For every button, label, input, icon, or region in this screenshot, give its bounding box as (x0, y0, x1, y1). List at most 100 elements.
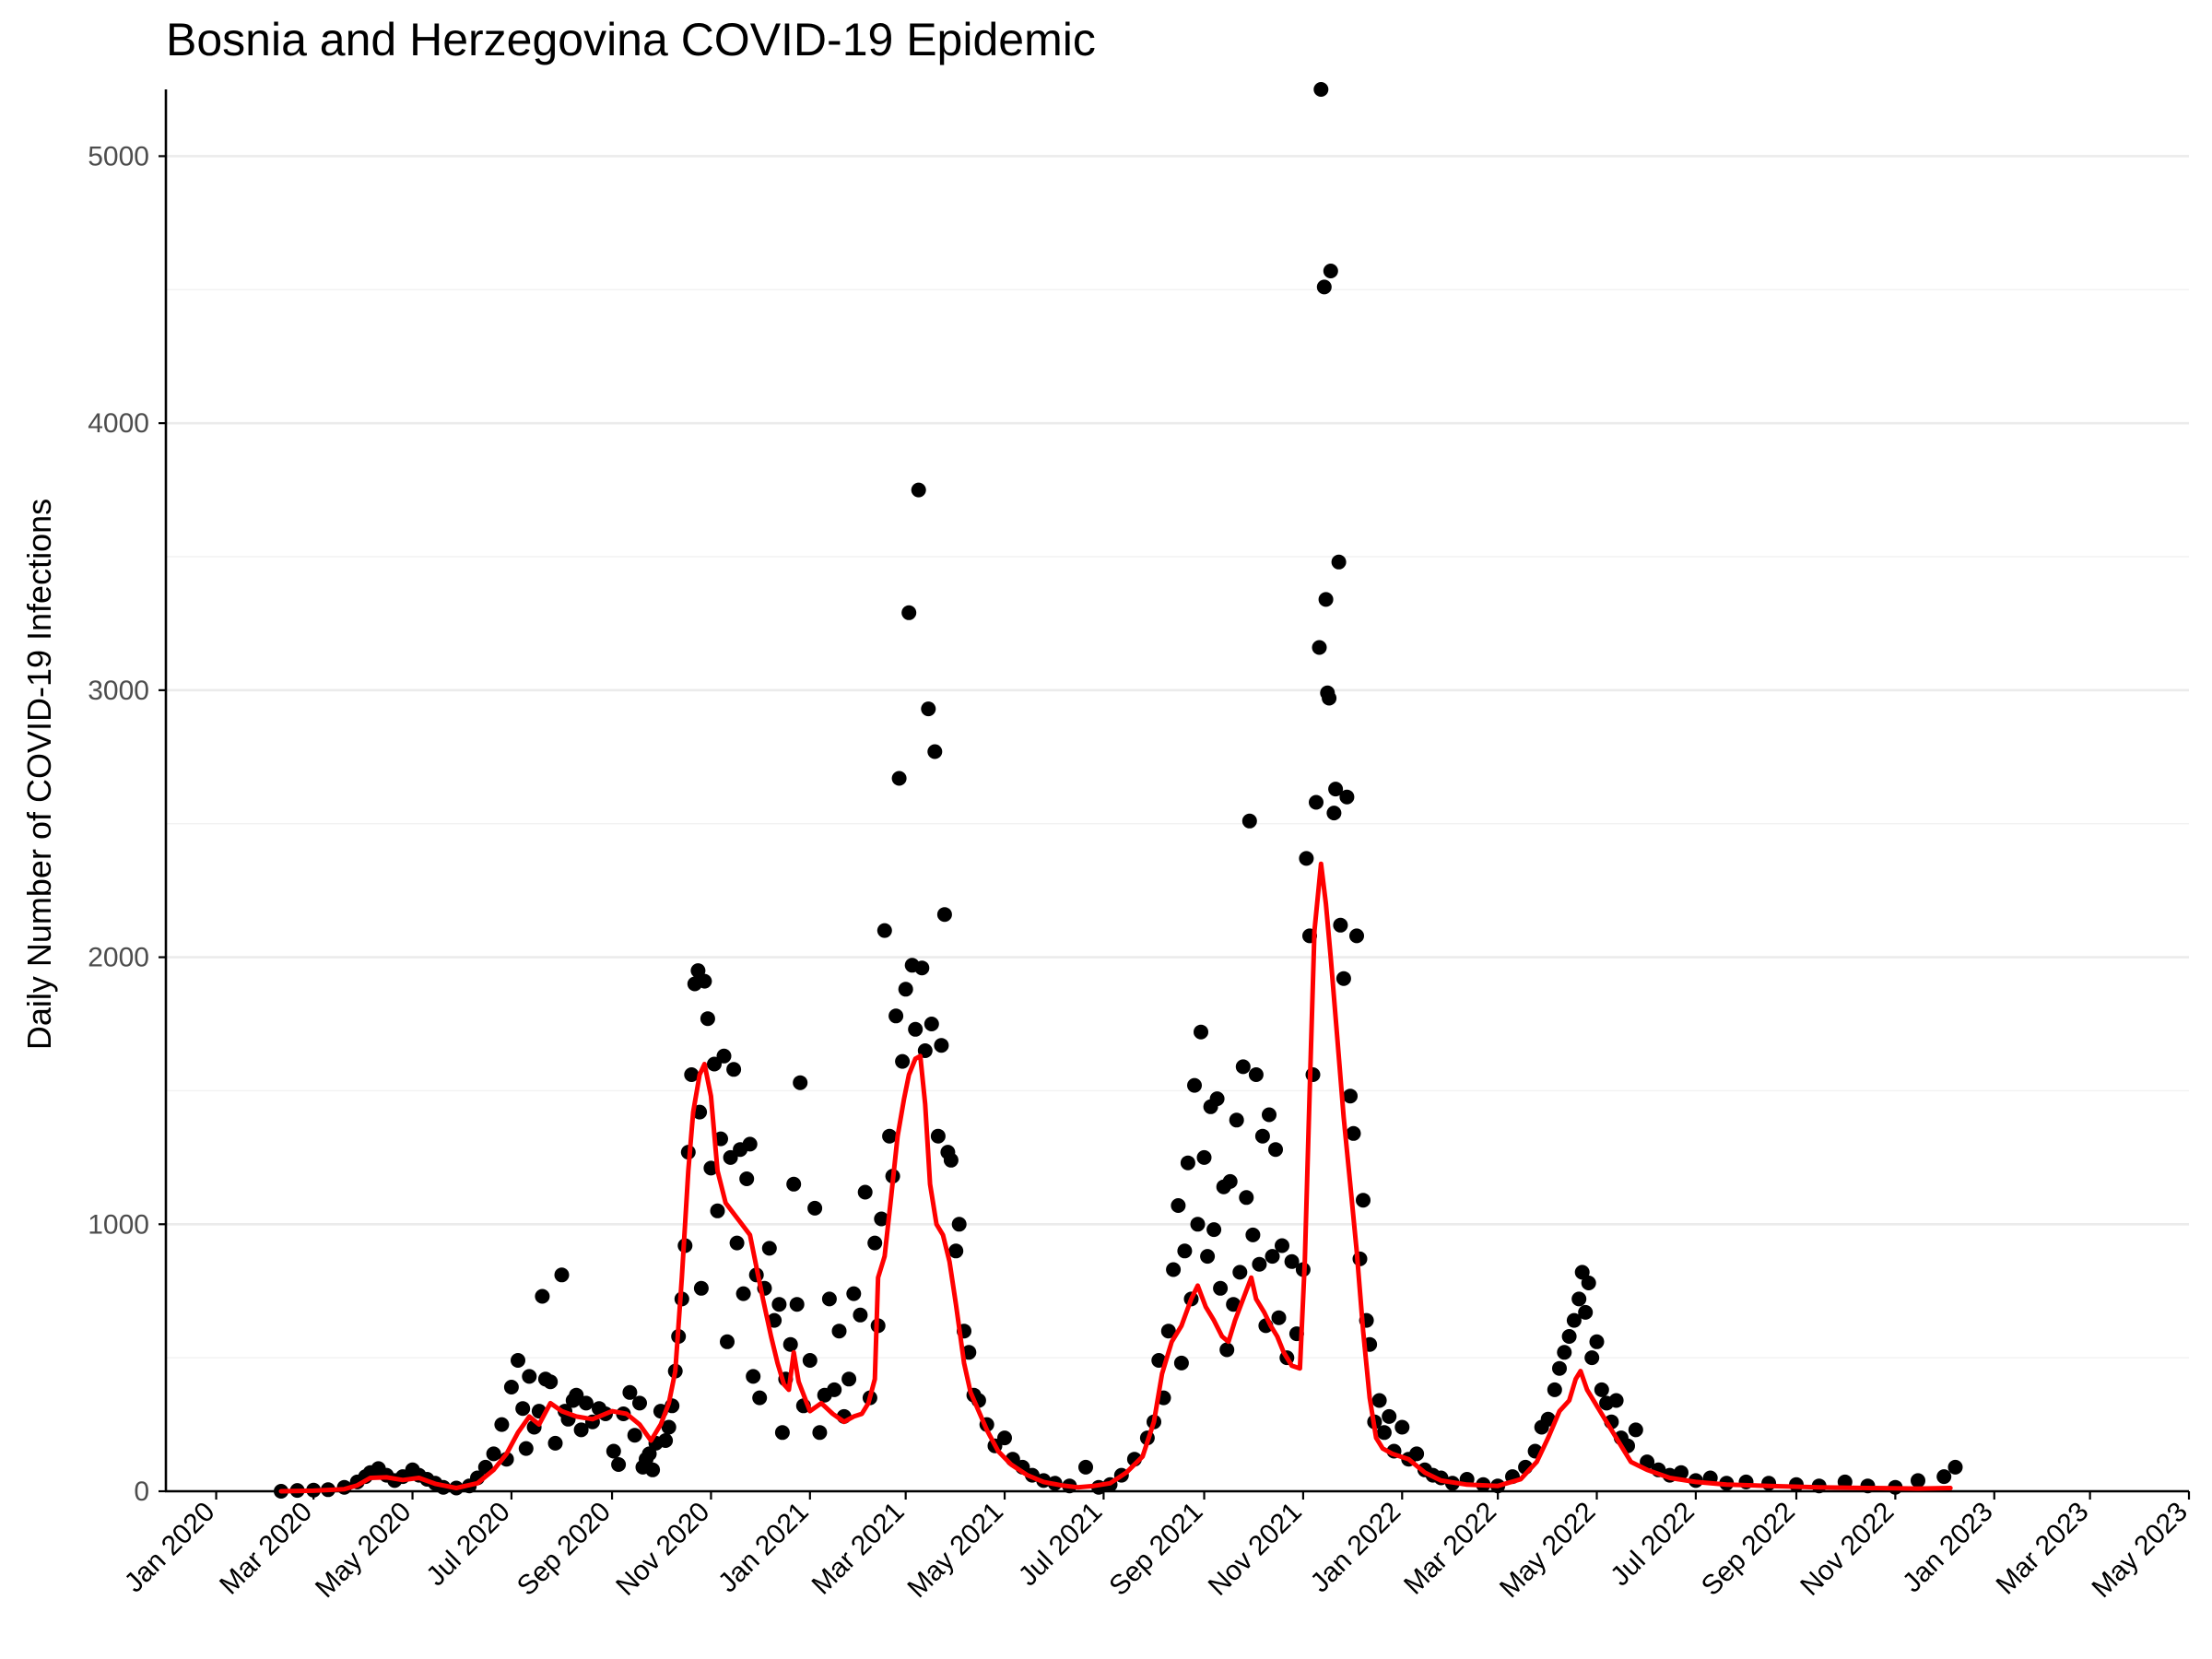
data-point (543, 1374, 559, 1390)
data-point (1232, 1265, 1248, 1280)
data-point (911, 482, 926, 498)
y-axis-label: Daily Number of COVID-19 Infections (20, 499, 58, 1050)
data-point (1394, 1419, 1410, 1435)
data-point (888, 1008, 904, 1024)
data-point (877, 923, 892, 938)
data-point (853, 1307, 868, 1323)
data-point (874, 1211, 889, 1227)
data-point (831, 1324, 847, 1339)
data-point (627, 1428, 642, 1443)
data-point (1262, 1107, 1277, 1123)
data-point (1226, 1297, 1241, 1312)
axes (164, 89, 2189, 1493)
data-point (951, 1217, 967, 1232)
x-tick-label: May 2020 (310, 1497, 417, 1604)
data-point (1151, 1353, 1167, 1368)
data-point (684, 1067, 700, 1082)
data-point (771, 1297, 787, 1312)
data-point (1356, 1193, 1371, 1208)
data-point (1761, 1476, 1777, 1491)
data-point (1265, 1249, 1280, 1265)
data-point (786, 1176, 802, 1192)
x-tick-label: Sep 2021 (1103, 1497, 1208, 1602)
x-tick-label: May 2023 (2086, 1497, 2193, 1604)
data-point (1333, 917, 1348, 933)
data-point (1409, 1446, 1425, 1462)
data-point (1200, 1249, 1216, 1265)
x-tick-label: Jan 2022 (1305, 1497, 1407, 1599)
data-point (898, 982, 913, 997)
trend-line-series (278, 861, 1953, 1494)
data-point (729, 1235, 745, 1251)
data-point (1674, 1465, 1688, 1480)
data-point (494, 1417, 510, 1432)
x-tick-label: Jul 2020 (420, 1497, 516, 1593)
data-point (1213, 1280, 1229, 1296)
data-point (1177, 1243, 1193, 1259)
x-tick-label: May 2021 (901, 1497, 1008, 1604)
data-point (1581, 1276, 1596, 1290)
data-point (1222, 1173, 1238, 1189)
data-point (1252, 1256, 1267, 1272)
data-point (693, 1280, 709, 1296)
scatter-series (274, 82, 1963, 1499)
data-point (812, 1425, 828, 1441)
data-point (535, 1288, 550, 1304)
data-point (1335, 971, 1351, 986)
data-point (1206, 1222, 1222, 1238)
data-point (895, 1053, 911, 1069)
x-tick-label: Mar 2023 (1991, 1497, 2095, 1601)
x-tick-label: Jan 2023 (1897, 1497, 1999, 1599)
data-point (1552, 1360, 1567, 1376)
data-point (1376, 1425, 1392, 1441)
chart-title: Bosnia and Herzegovina COVID-19 Epidemic (166, 14, 1096, 65)
data-point (1547, 1382, 1562, 1397)
data-point (1313, 82, 1329, 97)
data-point (761, 1241, 777, 1256)
data-point (1209, 1091, 1225, 1107)
data-point (1316, 279, 1332, 295)
data-point (857, 1184, 873, 1200)
x-tick-label: Sep 2022 (1696, 1497, 1801, 1602)
data-point (658, 1433, 674, 1448)
data-point (1608, 1393, 1624, 1408)
data-point (1346, 1125, 1361, 1141)
x-tick-label: May 2022 (1494, 1497, 1601, 1604)
data-point (1349, 928, 1364, 944)
data-point (1229, 1112, 1244, 1128)
data-point (606, 1443, 621, 1459)
data-point (573, 1422, 589, 1438)
data-point (739, 1171, 755, 1186)
data-point (720, 1334, 735, 1349)
data-point (1574, 1265, 1590, 1280)
data-point (901, 605, 917, 620)
data-point (1173, 1355, 1189, 1371)
data-point (645, 1462, 661, 1477)
data-point (547, 1435, 563, 1451)
data-point (1235, 1059, 1251, 1075)
x-tick-label: Jul 2022 (1605, 1497, 1700, 1593)
data-point (1911, 1473, 1925, 1488)
data-point (914, 960, 930, 976)
data-point (936, 907, 952, 923)
data-point (1239, 1190, 1254, 1206)
data-point (752, 1390, 768, 1406)
data-point (1326, 806, 1342, 821)
data-point (1194, 1024, 1208, 1040)
x-tick-label: Jan 2021 (712, 1497, 815, 1599)
x-tick-label: Nov 2020 (610, 1497, 715, 1602)
data-point (1309, 794, 1324, 810)
data-point (1160, 1324, 1176, 1339)
data-point (1166, 1262, 1182, 1277)
data-point (1371, 1393, 1387, 1408)
data-point (632, 1395, 647, 1411)
data-point (1628, 1422, 1643, 1438)
data-point (782, 1336, 798, 1352)
data-point (1245, 1227, 1261, 1242)
y-tick-label: 1000 (88, 1209, 149, 1240)
data-point (746, 1369, 761, 1384)
data-point (1323, 264, 1338, 278)
data-point (846, 1286, 862, 1301)
data-point (1561, 1329, 1577, 1344)
grid-lines (166, 155, 2189, 1493)
